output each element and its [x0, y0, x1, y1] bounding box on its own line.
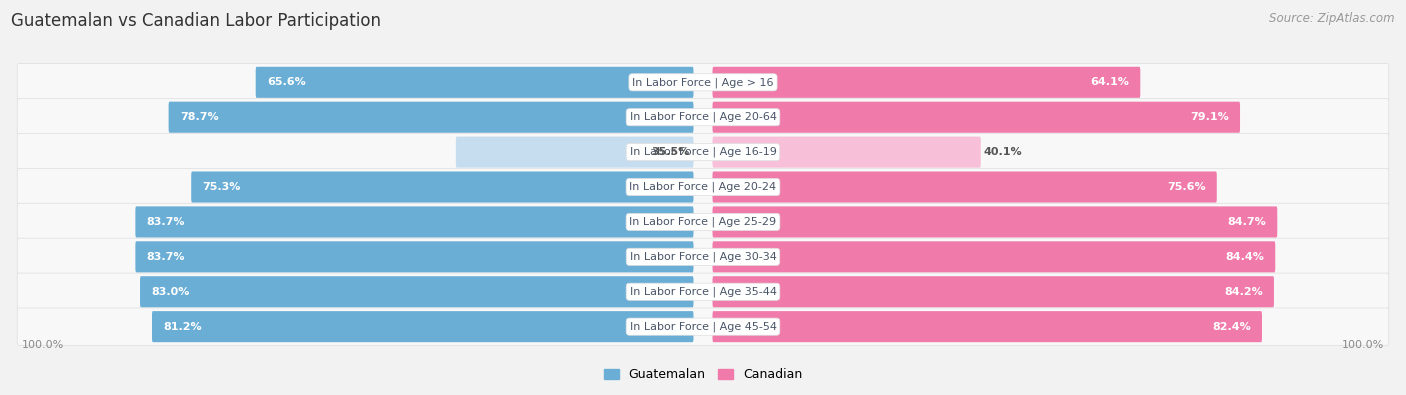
Text: 40.1%: 40.1% [983, 147, 1022, 157]
FancyBboxPatch shape [713, 171, 1216, 203]
Text: 83.7%: 83.7% [146, 217, 186, 227]
Text: 100.0%: 100.0% [21, 340, 63, 350]
Text: In Labor Force | Age 20-24: In Labor Force | Age 20-24 [630, 182, 776, 192]
FancyBboxPatch shape [17, 64, 1389, 101]
FancyBboxPatch shape [17, 273, 1389, 310]
Text: In Labor Force | Age 30-34: In Labor Force | Age 30-34 [630, 252, 776, 262]
FancyBboxPatch shape [17, 134, 1389, 171]
FancyBboxPatch shape [713, 102, 1240, 133]
FancyBboxPatch shape [191, 171, 693, 203]
FancyBboxPatch shape [713, 137, 981, 167]
Text: 84.4%: 84.4% [1225, 252, 1264, 262]
Text: 64.1%: 64.1% [1090, 77, 1129, 87]
FancyBboxPatch shape [17, 308, 1389, 345]
Text: 65.6%: 65.6% [267, 77, 305, 87]
Text: 83.7%: 83.7% [146, 252, 186, 262]
Text: In Labor Force | Age 25-29: In Labor Force | Age 25-29 [630, 217, 776, 227]
Text: In Labor Force | Age 16-19: In Labor Force | Age 16-19 [630, 147, 776, 157]
FancyBboxPatch shape [17, 98, 1389, 136]
FancyBboxPatch shape [713, 276, 1274, 307]
Text: In Labor Force | Age > 16: In Labor Force | Age > 16 [633, 77, 773, 88]
FancyBboxPatch shape [713, 241, 1275, 273]
FancyBboxPatch shape [456, 137, 693, 167]
Text: 79.1%: 79.1% [1189, 112, 1229, 122]
Text: 75.6%: 75.6% [1167, 182, 1205, 192]
FancyBboxPatch shape [17, 203, 1389, 241]
Text: Guatemalan vs Canadian Labor Participation: Guatemalan vs Canadian Labor Participati… [11, 12, 381, 30]
Text: 81.2%: 81.2% [163, 322, 202, 332]
FancyBboxPatch shape [17, 168, 1389, 206]
Text: 84.7%: 84.7% [1227, 217, 1267, 227]
Text: 100.0%: 100.0% [1343, 340, 1385, 350]
FancyBboxPatch shape [256, 67, 693, 98]
Text: In Labor Force | Age 35-44: In Labor Force | Age 35-44 [630, 286, 776, 297]
FancyBboxPatch shape [135, 241, 693, 273]
Text: 75.3%: 75.3% [202, 182, 240, 192]
Text: 78.7%: 78.7% [180, 112, 218, 122]
FancyBboxPatch shape [141, 276, 693, 307]
Text: 35.5%: 35.5% [651, 147, 689, 157]
FancyBboxPatch shape [713, 67, 1140, 98]
Text: 83.0%: 83.0% [152, 287, 190, 297]
Text: In Labor Force | Age 20-64: In Labor Force | Age 20-64 [630, 112, 776, 122]
Text: Source: ZipAtlas.com: Source: ZipAtlas.com [1270, 12, 1395, 25]
FancyBboxPatch shape [713, 207, 1277, 237]
FancyBboxPatch shape [169, 102, 693, 133]
FancyBboxPatch shape [152, 311, 693, 342]
FancyBboxPatch shape [17, 238, 1389, 276]
Text: In Labor Force | Age 45-54: In Labor Force | Age 45-54 [630, 322, 776, 332]
Text: 82.4%: 82.4% [1212, 322, 1251, 332]
FancyBboxPatch shape [713, 311, 1263, 342]
Legend: Guatemalan, Canadian: Guatemalan, Canadian [599, 363, 807, 386]
FancyBboxPatch shape [135, 207, 693, 237]
Text: 84.2%: 84.2% [1225, 287, 1263, 297]
